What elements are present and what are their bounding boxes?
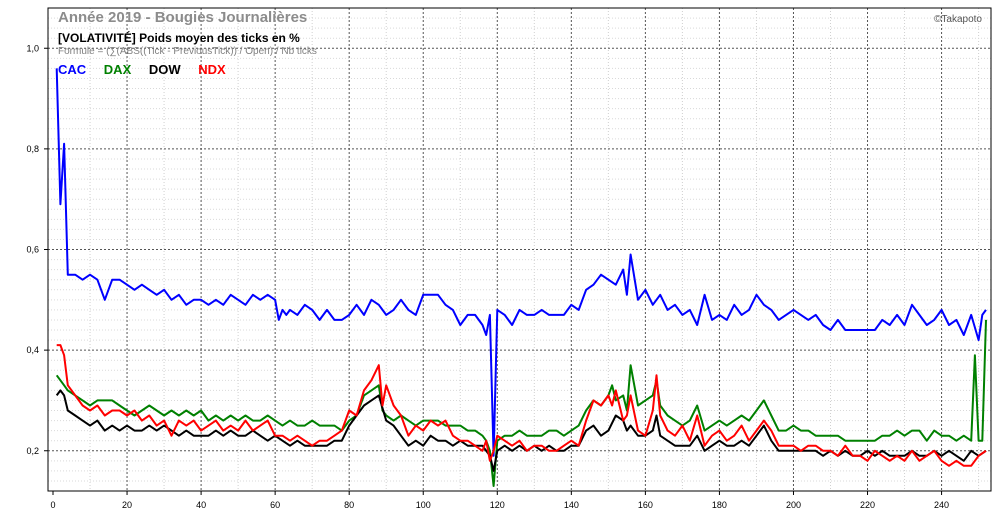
series-lines bbox=[55, 68, 987, 487]
x-tick-label: 20 bbox=[122, 500, 132, 510]
x-tick-label: 180 bbox=[712, 500, 727, 510]
x-tick-label: 40 bbox=[196, 500, 206, 510]
x-tick-label: 220 bbox=[860, 500, 875, 510]
chart-subtitle: [VOLATIVITÉ] Poids moyen des ticks en % bbox=[58, 31, 300, 45]
axes: 0 20 40 60 80 100 120 140 160 180 200 220 240 0,2 0,4 0… bbox=[26, 7, 992, 510]
legend: CAC DAX DOW NDX bbox=[58, 62, 240, 77]
x-tick-label: 60 bbox=[270, 500, 280, 510]
x-tick-label: 160 bbox=[638, 500, 653, 510]
grid-lines bbox=[48, 8, 991, 491]
y-tick-label: 1,0 bbox=[26, 43, 39, 53]
legend-item-cac: CAC bbox=[58, 62, 87, 77]
formula-note: Formule = (∑(ABS((Tick - PreviousTick)) … bbox=[58, 46, 317, 57]
series-line-dow bbox=[55, 389, 987, 472]
series-line-dax bbox=[55, 319, 987, 487]
legend-item-dax: DAX bbox=[103, 62, 132, 77]
legend-item-dow: DOW bbox=[148, 62, 181, 77]
series-line-cac bbox=[55, 68, 987, 457]
chart-title: Année 2019 - Bougies Journalières bbox=[58, 9, 308, 26]
y-tick-label: 0,8 bbox=[26, 144, 39, 154]
y-tick-label: 0,2 bbox=[26, 446, 39, 456]
y-tick-label: 0,6 bbox=[26, 245, 39, 255]
legend-item-ndx: NDX bbox=[198, 62, 226, 77]
x-tick-label: 140 bbox=[564, 500, 579, 510]
y-tick-label: 0,4 bbox=[26, 345, 39, 355]
x-tick-label: 240 bbox=[934, 500, 949, 510]
x-tick-label: 80 bbox=[344, 500, 354, 510]
series-line-ndx bbox=[56, 344, 987, 467]
x-tick-label: 100 bbox=[416, 500, 431, 510]
x-tick-label: 0 bbox=[50, 500, 55, 510]
x-tick-label: 200 bbox=[786, 500, 801, 510]
x-tick-label: 120 bbox=[490, 500, 505, 510]
credit-label: ©Takapoto bbox=[934, 14, 982, 25]
